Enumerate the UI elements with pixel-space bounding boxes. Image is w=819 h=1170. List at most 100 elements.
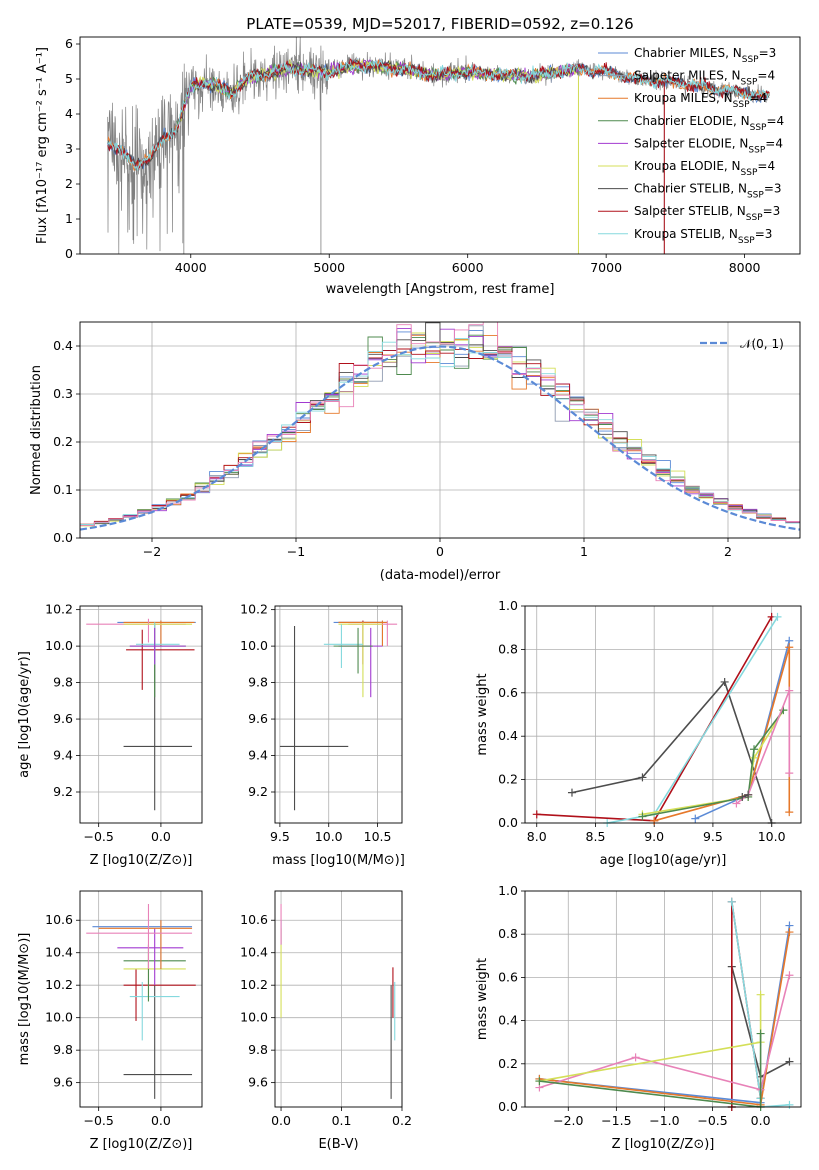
x-tick-label: 0.0 — [271, 1113, 291, 1128]
mass-vs-metallicity-panel — [76, 891, 202, 1111]
y-tick-label: 5 — [65, 71, 73, 86]
x-tick-label: −1 — [287, 544, 305, 559]
weight-marker — [631, 1053, 640, 1062]
y-tick-label: 0.3 — [53, 386, 73, 401]
y-tick-label: 1 — [65, 211, 73, 226]
y-tick-label: 10.2 — [45, 977, 73, 992]
y-tick-label: 0.4 — [53, 338, 73, 353]
x-tick-label: −2 — [143, 544, 161, 559]
legend-subscript: SSP — [748, 145, 765, 155]
axes-frame — [79, 36, 801, 255]
model-spectrum — [107, 59, 770, 171]
y-tick-label: 10.2 — [240, 977, 268, 992]
x-axis-label: (data-model)/error — [380, 568, 501, 583]
weight-marker — [750, 745, 759, 754]
x-tick-label: 8000 — [729, 260, 761, 275]
legend-subscript: SSP — [738, 236, 755, 246]
weight-marker — [785, 643, 794, 652]
legend-tail: =4 — [750, 91, 768, 105]
weight-marker — [732, 799, 741, 808]
x-tick-label: −2.0 — [553, 1113, 583, 1128]
weight-marker — [785, 686, 794, 695]
x-axis-label: Z [log10(Z/Z⊙)] — [90, 853, 193, 868]
legend-tail: =3 — [764, 182, 782, 196]
y-tick-label: 10.2 — [240, 602, 268, 617]
x-tick-label: 4000 — [175, 260, 207, 275]
y-axis-label: Flux [fλ10⁻¹⁷ erg cm⁻² s⁻¹ A⁻¹] — [35, 47, 50, 244]
y-tick-label: 9.8 — [248, 675, 268, 690]
y-tick-label: 6 — [65, 36, 73, 51]
x-tick-label: 10.0 — [758, 829, 786, 844]
weight-marker — [691, 814, 700, 823]
x-tick-label: 0.1 — [332, 1113, 352, 1128]
weight-series — [642, 709, 785, 818]
y-tick-label: 10.6 — [240, 912, 268, 927]
x-tick-label: −0.5 — [83, 829, 113, 844]
weight-marker — [535, 1077, 544, 1086]
axes-frame — [79, 321, 801, 539]
y-tick-label: 4 — [65, 106, 73, 121]
y-axis-label: age [log10(age/yr)] — [17, 651, 32, 778]
weight-marker — [720, 677, 729, 686]
axes-frame — [274, 890, 403, 1108]
y-tick-label: 0.8 — [498, 641, 518, 656]
weight-marker — [756, 990, 765, 999]
y-tick-label: 0 — [65, 246, 73, 261]
normal-curve — [80, 345, 800, 531]
y-tick-label: 9.2 — [53, 784, 73, 799]
y-tick-label: 1.0 — [498, 598, 518, 613]
y-tick-label: 0.1 — [53, 482, 73, 497]
weight-marker — [727, 897, 736, 906]
weight-series — [571, 680, 773, 823]
legend-tail: =4 — [757, 159, 775, 173]
y-tick-label: 0.0 — [53, 530, 73, 545]
weight-marker — [567, 788, 576, 797]
x-tick-label: 9.0 — [644, 829, 664, 844]
y-tick-label: 9.8 — [53, 1042, 73, 1057]
axes-frame — [79, 890, 203, 1108]
weight-marker — [785, 971, 794, 980]
y-tick-label: 9.6 — [248, 711, 268, 726]
x-axis-label: wavelength [Angstrom, rest frame] — [326, 282, 555, 297]
y-tick-label: 0.4 — [498, 728, 518, 743]
x-tick-label: −1.5 — [601, 1113, 631, 1128]
y-tick-label: 0.2 — [498, 1056, 518, 1071]
x-axis-label: E(B-V) — [318, 1137, 358, 1152]
model-spectrum — [107, 58, 770, 170]
x-axis-label: mass [log10(M/M⊙)] — [272, 853, 405, 868]
x-tick-label: 1 — [580, 544, 588, 559]
x-tick-label: 2 — [724, 544, 732, 559]
y-tick-label: 1.0 — [498, 883, 518, 898]
y-tick-label: 10.0 — [240, 1010, 268, 1025]
weight-marker — [785, 1057, 794, 1066]
x-axis-label: Z [log10(Z/Z⊙)] — [90, 1137, 193, 1152]
y-tick-label: 0.6 — [498, 969, 518, 984]
y-tick-label: 10.0 — [240, 638, 268, 653]
weight-series — [539, 1033, 762, 1107]
y-tick-label: 0.6 — [498, 685, 518, 700]
x-tick-label: −0.5 — [697, 1113, 727, 1128]
figure-title: PLATE=0539, MJD=52017, FIBERID=0592, z=0… — [246, 15, 633, 33]
y-axis-label: mass weight — [475, 673, 490, 755]
y-axis-label: mass weight — [475, 958, 490, 1040]
y-tick-label: 10.6 — [45, 912, 73, 927]
x-tick-label: 0 — [436, 544, 444, 559]
legend-subscript: SSP — [746, 213, 763, 223]
y-tick-label: 0.0 — [498, 1099, 518, 1114]
age-vs-metallicity-panel — [76, 606, 202, 827]
x-tick-label: 0.0 — [151, 829, 171, 844]
x-tick-label: −0.5 — [83, 1113, 113, 1128]
x-tick-label: 9.5 — [703, 829, 723, 844]
y-axis-label: mass [log10(M/M⊙)] — [17, 933, 32, 1066]
y-tick-label: 0.0 — [498, 815, 518, 830]
x-tick-label: 10.5 — [364, 829, 392, 844]
legend-tail: =3 — [763, 204, 781, 218]
y-tick-label: 0.8 — [498, 926, 518, 941]
age-vs-mass-panel — [271, 606, 402, 827]
model-spectrum — [107, 59, 770, 171]
legend-subscript: SSP — [741, 78, 758, 88]
weight-marker — [785, 928, 794, 937]
weight-marker — [650, 816, 659, 825]
legend-subscript: SSP — [747, 191, 764, 201]
weight-marker — [785, 769, 794, 778]
